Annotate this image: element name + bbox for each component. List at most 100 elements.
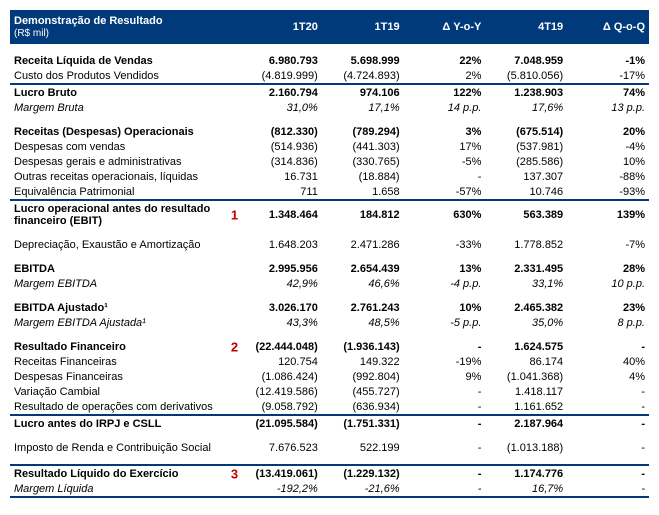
cell-value: 4% — [567, 369, 649, 384]
cell-value: 137.307 — [485, 169, 567, 184]
cell-value: (285.586) — [485, 154, 567, 169]
header-title-main: Demonstração de Resultado — [14, 15, 163, 27]
cell-value: 1.348.464 — [240, 200, 322, 228]
cell-value: 13 p.p. — [567, 100, 649, 115]
cell-value: 10% — [567, 154, 649, 169]
col-yoy: Δ Y-o-Y — [404, 10, 486, 44]
cell-value: (9.058.792) — [240, 399, 322, 415]
table-row: Despesas com vendas(514.936)(441.303)17%… — [10, 139, 649, 154]
cell-value: 14 p.p. — [404, 100, 486, 115]
row-label: Receita Líquida de Vendas — [10, 53, 240, 68]
row-label: Depreciação, Exaustão e Amortização — [10, 237, 240, 252]
row-label: Resultado Líquido do Exercício3 — [10, 465, 240, 481]
cell-value: -21,6% — [322, 481, 404, 497]
cell-value: 10% — [404, 300, 486, 315]
cell-value: (537.981) — [485, 139, 567, 154]
cell-value: 1.161.652 — [485, 399, 567, 415]
cell-value: 184.812 — [322, 200, 404, 228]
cell-value: - — [404, 415, 486, 431]
cell-value: -5 p.p. — [404, 315, 486, 330]
cell-value: 2.465.382 — [485, 300, 567, 315]
cell-value: -5% — [404, 154, 486, 169]
cell-value: 7.048.959 — [485, 53, 567, 68]
table-row: Lucro Bruto2.160.794974.106122%1.238.903… — [10, 84, 649, 100]
cell-value: - — [404, 481, 486, 497]
cell-value: - — [404, 465, 486, 481]
cell-value: 17,6% — [485, 100, 567, 115]
row-label: Imposto de Renda e Contribuição Social — [10, 440, 240, 455]
cell-value: (675.514) — [485, 124, 567, 139]
col-1t19: 1T19 — [322, 10, 404, 44]
table-row: Receita Líquida de Vendas6.980.7935.698.… — [10, 53, 649, 68]
cell-value: (992.804) — [322, 369, 404, 384]
row-label: EBITDA Ajustado¹ — [10, 300, 240, 315]
cell-value: 42,9% — [240, 276, 322, 291]
cell-value: 22% — [404, 53, 486, 68]
cell-value: 2.187.964 — [485, 415, 567, 431]
cell-value: 1.648.203 — [240, 237, 322, 252]
cell-value: (441.303) — [322, 139, 404, 154]
row-label: Margem Líquida — [10, 481, 240, 497]
cell-value: 10.746 — [485, 184, 567, 200]
cell-value: (1.041.368) — [485, 369, 567, 384]
table-row: Imposto de Renda e Contribuição Social7.… — [10, 440, 649, 455]
cell-value: (21.095.584) — [240, 415, 322, 431]
cell-value: 3.026.170 — [240, 300, 322, 315]
cell-value: -57% — [404, 184, 486, 200]
table-row: Receitas Financeiras120.754149.322-19%86… — [10, 354, 649, 369]
cell-value: 5.698.999 — [322, 53, 404, 68]
cell-value: 2.331.495 — [485, 261, 567, 276]
row-label: Despesas gerais e administrativas — [10, 154, 240, 169]
cell-value: - — [567, 339, 649, 354]
cell-value: 20% — [567, 124, 649, 139]
row-label: Receitas Financeiras — [10, 354, 240, 369]
cell-value: 7.676.523 — [240, 440, 322, 455]
table-row: Lucro antes do IRPJ e CSLL(21.095.584)(1… — [10, 415, 649, 431]
table-row: Margem EBITDA Ajustada¹43,3%48,5%-5 p.p.… — [10, 315, 649, 330]
cell-value: 122% — [404, 84, 486, 100]
cell-value: -4% — [567, 139, 649, 154]
cell-value: (1.229.132) — [322, 465, 404, 481]
cell-value: 48,5% — [322, 315, 404, 330]
table-body: Receita Líquida de Vendas6.980.7935.698.… — [10, 44, 649, 497]
table-row: Equivalência Patrimonial7111.658-57%10.7… — [10, 184, 649, 200]
cell-value: 139% — [567, 200, 649, 228]
cell-value: - — [567, 481, 649, 497]
cell-value: 74% — [567, 84, 649, 100]
cell-value: -192,2% — [240, 481, 322, 497]
cell-value: 974.106 — [322, 84, 404, 100]
table-row: Margem Bruta31,0%17,1%14 p.p.17,6%13 p.p… — [10, 100, 649, 115]
cell-value: (13.419.061) — [240, 465, 322, 481]
cell-value: 2.160.794 — [240, 84, 322, 100]
cell-value: 33,1% — [485, 276, 567, 291]
row-label: Resultado de operações com derivativos — [10, 399, 240, 415]
cell-value: (4.819.999) — [240, 68, 322, 84]
cell-value: 8 p.p. — [567, 315, 649, 330]
cell-value: (314.836) — [240, 154, 322, 169]
cell-value: 1.658 — [322, 184, 404, 200]
col-qoq: Δ Q-o-Q — [567, 10, 649, 44]
cell-value: - — [567, 440, 649, 455]
row-label: Margem EBITDA Ajustada¹ — [10, 315, 240, 330]
row-label: Outras receitas operacionais, líquidas — [10, 169, 240, 184]
table-header: Demonstração de Resultado (R$ mil) 1T20 … — [10, 10, 649, 44]
cell-value: - — [567, 415, 649, 431]
cell-value: -33% — [404, 237, 486, 252]
cell-value: (4.724.893) — [322, 68, 404, 84]
row-label: Margem EBITDA — [10, 276, 240, 291]
cell-value: 149.322 — [322, 354, 404, 369]
row-label: EBITDA — [10, 261, 240, 276]
cell-value: (1.086.424) — [240, 369, 322, 384]
cell-value: 86.174 — [485, 354, 567, 369]
table-row — [10, 228, 649, 237]
cell-value: 10 p.p. — [567, 276, 649, 291]
cell-value: 120.754 — [240, 354, 322, 369]
cell-value: 563.389 — [485, 200, 567, 228]
row-label: Receitas (Despesas) Operacionais — [10, 124, 240, 139]
cell-value: - — [404, 339, 486, 354]
cell-value: 2.761.243 — [322, 300, 404, 315]
table-row: Despesas Financeiras(1.086.424)(992.804)… — [10, 369, 649, 384]
cell-value: (1.013.188) — [485, 440, 567, 455]
table-row — [10, 252, 649, 261]
cell-value: 522.199 — [322, 440, 404, 455]
